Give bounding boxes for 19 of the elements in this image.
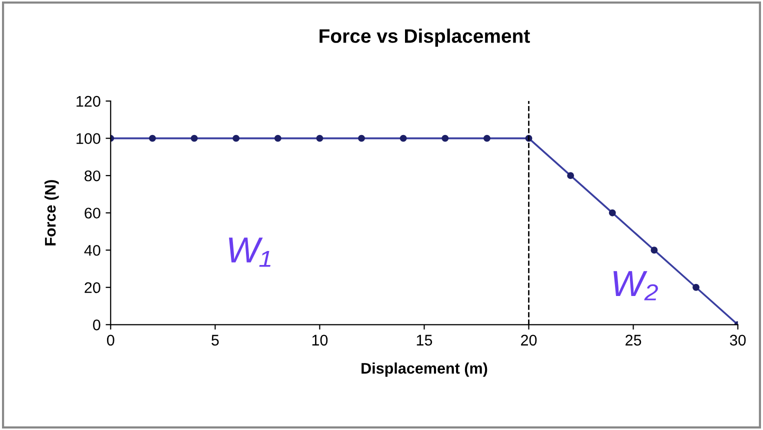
x-tick-label: 20 <box>521 334 537 346</box>
annotation: W₂ <box>614 271 658 300</box>
x-tick-label: 0 <box>106 334 114 346</box>
y-axis-title: Force (N) <box>44 180 59 246</box>
y-tick-label: 40 <box>84 244 100 256</box>
x-axis-title: Displacement (m) <box>362 362 488 377</box>
annotation: W₁ <box>228 238 270 267</box>
y-tick-label: 60 <box>84 208 100 219</box>
x-tick-label: 5 <box>212 334 219 346</box>
x-tick-label: 30 <box>730 334 746 346</box>
chart-title: Force vs Displacement <box>320 28 530 47</box>
y-tick-label: 80 <box>84 170 100 182</box>
y-tick-label: 20 <box>84 282 100 294</box>
y-tick-label: 100 <box>76 133 100 144</box>
x-tick-label: 15 <box>416 334 432 346</box>
x-tick-label: 25 <box>626 334 642 346</box>
y-tick-label: 120 <box>76 96 100 107</box>
y-tick-label: 0 <box>93 320 100 330</box>
x-tick-label: 10 <box>312 334 328 346</box>
